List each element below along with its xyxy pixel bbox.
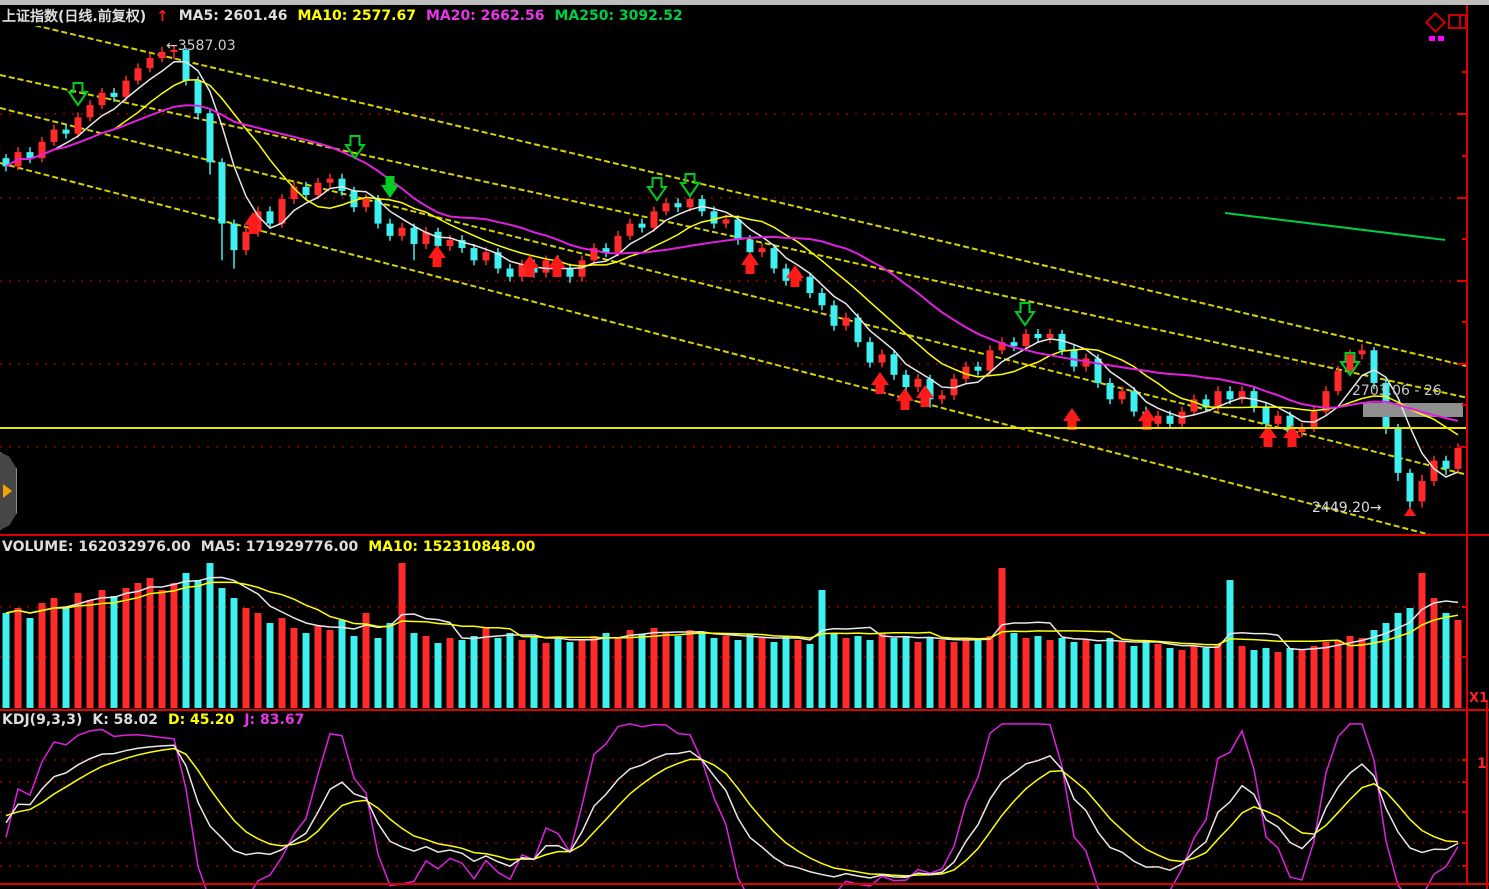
volume-ma5-value: MA5: 171929776.00 <box>200 539 359 555</box>
ma5-value: MA5: 2601.46 <box>178 8 288 24</box>
main-chart-header: 上证指数(日线.前复权) ↑ MA5: 2601.46 MA10: 2577.6… <box>2 6 683 26</box>
ma10-value: MA10: 2577.67 <box>297 8 416 24</box>
split-window-icon[interactable] <box>1448 14 1467 29</box>
diamond-tool-icon[interactable] <box>1424 11 1447 34</box>
window-top-splitter-bar[interactable] <box>0 0 1489 5</box>
split-window-divider <box>1459 16 1461 27</box>
magenta-marker-dot <box>1438 36 1444 41</box>
kdj-panel-header: KDJ(9,3,3) K: 58.02 D: 45.20 J: 83.67 <box>2 712 304 728</box>
header-icon-group <box>1424 11 1484 44</box>
right-scale-partial-label: 1 <box>1477 756 1487 772</box>
trend-up-arrow-icon: ↑ <box>156 7 169 25</box>
ma20-value: MA20: 2662.56 <box>425 8 545 24</box>
right-scale-x1-label[interactable]: X1 <box>1469 691 1489 706</box>
kdj-name[interactable]: KDJ(9,3,3) <box>2 712 83 728</box>
magenta-marker-dot <box>1429 36 1435 41</box>
instrument-title[interactable]: 上证指数(日线.前复权) <box>2 9 147 25</box>
volume-value: VOLUME: 162032976.00 <box>2 539 191 555</box>
ma250-value: MA250: 3092.52 <box>554 8 683 24</box>
peak-price-label: ←3587.03 <box>166 38 236 54</box>
kdj-d-value: D: 45.20 <box>167 712 235 728</box>
low-price-label: 2449.20→ <box>1312 500 1382 516</box>
kdj-j-value: J: 83.67 <box>244 712 305 728</box>
flyout-expand-arrow-icon <box>3 484 12 498</box>
kdj-k-value: K: 58.02 <box>92 712 158 728</box>
range-tooltip-label: 2703.06 - 26 <box>1352 383 1442 399</box>
volume-ma10-value: MA10: 152310848.00 <box>368 539 536 555</box>
volume-panel-header: VOLUME: 162032976.00 MA5: 171929776.00 M… <box>2 539 535 555</box>
